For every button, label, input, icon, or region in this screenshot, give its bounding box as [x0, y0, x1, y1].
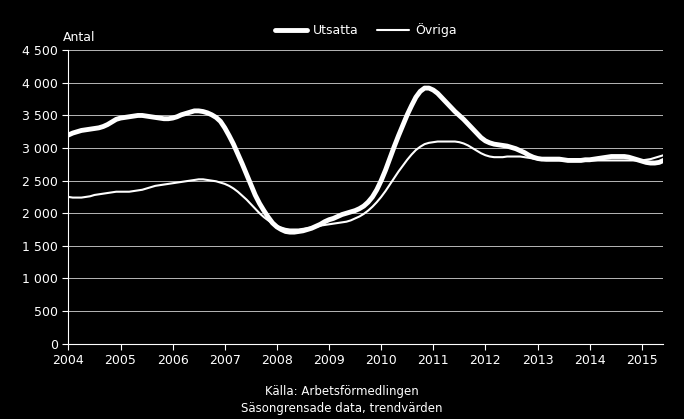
Legend: Utsatta, Övriga: Utsatta, Övriga: [270, 18, 462, 42]
Utsatta: [434, 91, 442, 96]
Övriga: [286, 227, 294, 232]
Utsatta: [421, 85, 429, 91]
Övriga: [434, 139, 442, 144]
Utsatta: [64, 132, 73, 137]
Utsatta: [334, 214, 342, 219]
Övriga: [438, 139, 446, 144]
Utsatta: [373, 187, 381, 192]
Text: Antal: Antal: [62, 31, 95, 44]
Övriga: [338, 220, 346, 225]
Övriga: [64, 194, 73, 199]
Line: Utsatta: Utsatta: [68, 88, 684, 233]
Line: Övriga: Övriga: [68, 142, 684, 230]
Text: Säsongrensade data, trendvärden: Säsongrensade data, trendvärden: [241, 402, 443, 415]
Text: Källa: Arbetsförmedlingen: Källa: Arbetsförmedlingen: [265, 385, 419, 398]
Utsatta: [73, 129, 81, 134]
Övriga: [377, 194, 385, 199]
Övriga: [73, 195, 81, 200]
